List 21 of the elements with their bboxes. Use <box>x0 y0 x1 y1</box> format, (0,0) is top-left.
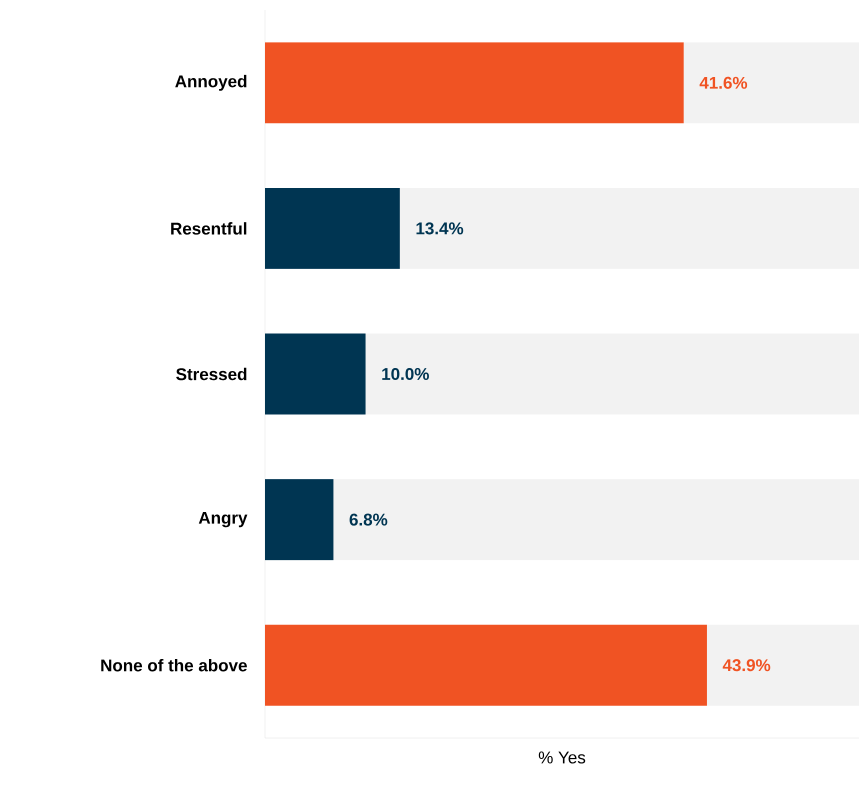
data-label: 41.6% <box>700 76 748 89</box>
data-label: 13.4% <box>416 222 464 234</box>
bar <box>265 624 707 706</box>
bar <box>684 42 859 124</box>
bar <box>265 479 334 560</box>
bar <box>265 188 400 269</box>
y-tick-label: Annoyed <box>175 74 246 91</box>
data-label: 10.0% <box>382 368 429 380</box>
y-tick-label: None of the above <box>101 658 247 672</box>
y-tick-label: Stressed <box>176 368 246 380</box>
y-tick-label: Resentful <box>171 222 246 235</box>
bar <box>265 334 366 414</box>
bar <box>265 42 684 124</box>
bar <box>366 334 859 414</box>
data-label: 43.9% <box>722 659 770 672</box>
bar <box>706 624 859 706</box>
data-label: 6.8% <box>350 514 388 526</box>
y-tick-label: Angry <box>198 512 248 528</box>
bar <box>400 188 859 269</box>
bar <box>333 479 859 560</box>
x-axis-title: % Yes <box>538 752 586 764</box>
